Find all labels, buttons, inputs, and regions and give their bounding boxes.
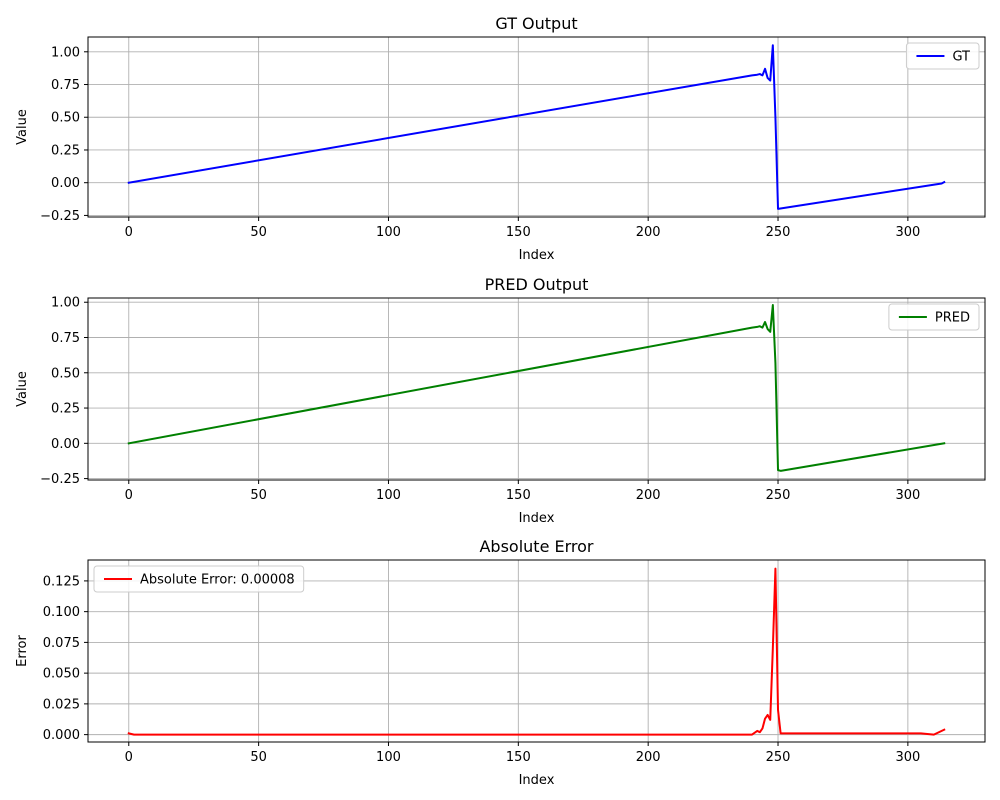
error-chart-title: Absolute Error: [479, 537, 593, 556]
error-ytick-label: 0.075: [43, 636, 80, 651]
error-ytick-label: 0.100: [43, 605, 80, 620]
gt-series-line: [127, 44, 946, 210]
pred-xtick-label: 250: [766, 488, 791, 503]
pred-ytick-label: 1.00: [51, 296, 80, 311]
gt-ytick-label: 0.75: [51, 78, 80, 93]
pred-y-axis-label: Value: [15, 371, 30, 407]
gt-xtick-label: 200: [636, 225, 661, 240]
error-x-axis-label: Index: [519, 773, 555, 788]
pred-xtick-label: 200: [636, 488, 661, 503]
gt-xtick-label: 150: [506, 225, 531, 240]
error-xtick-label: 150: [506, 750, 531, 765]
pred-ytick-label: 0.00: [51, 437, 80, 452]
gt-ytick-label: 0.25: [51, 143, 80, 158]
error-xtick-label: 300: [895, 750, 920, 765]
pred-series-line: [127, 304, 946, 472]
gt-xtick-label: 300: [895, 225, 920, 240]
error-ytick-label: 0.125: [43, 574, 80, 589]
pred-xtick-label: 300: [895, 488, 920, 503]
gt-xtick-label: 250: [766, 225, 791, 240]
pred-x-axis-label: Index: [519, 511, 555, 526]
gt-xtick-label: 100: [376, 225, 401, 240]
gt-chart-title: GT Output: [495, 14, 577, 33]
pred-legend: PRED: [888, 303, 980, 331]
error-plot-frame: [87, 559, 986, 743]
error-xtick-label: 100: [376, 750, 401, 765]
error-ytick-label: 0.025: [43, 697, 80, 712]
error-xtick-label: 200: [636, 750, 661, 765]
gt-ytick-label: 0.50: [51, 111, 80, 126]
error-y-axis-label: Error: [15, 635, 30, 667]
error-xtick-label: 250: [766, 750, 791, 765]
pred-legend-box: [888, 303, 980, 331]
gt-legend-label: GT: [952, 50, 970, 65]
gt-ytick-label: 0.00: [51, 176, 80, 191]
error-series-line: [127, 567, 946, 736]
error-xtick-label: 0: [125, 750, 133, 765]
gt-legend: GT: [905, 42, 980, 70]
gt-x-axis-label: Index: [519, 248, 555, 263]
pred-ytick-label: 0.25: [51, 402, 80, 417]
error-ytick-label: 0.000: [43, 728, 80, 743]
pred-xtick-label: 50: [250, 488, 267, 503]
pred-legend-label: PRED: [935, 311, 970, 326]
pred-ytick-label: 0.50: [51, 366, 80, 381]
error-legend-box: [93, 565, 305, 593]
gt-ytick-label: −0.25: [40, 209, 80, 224]
pred-ytick-label: −0.25: [40, 472, 80, 487]
pred-chart-title: PRED Output: [485, 275, 589, 294]
gt-ytick-label: 1.00: [51, 45, 80, 60]
error-ytick-label: 0.050: [43, 667, 80, 682]
error-legend-label: Absolute Error: 0.00008: [140, 573, 295, 588]
gt-plot-frame: [87, 36, 986, 218]
error-legend: Absolute Error: 0.00008: [93, 565, 305, 593]
gt-xtick-label: 0: [125, 225, 133, 240]
pred-ytick-label: 0.75: [51, 331, 80, 346]
pred-xtick-label: 100: [376, 488, 401, 503]
gt-xtick-label: 50: [250, 225, 267, 240]
gt-y-axis-label: Value: [15, 109, 30, 145]
pred-xtick-label: 150: [506, 488, 531, 503]
error-xtick-label: 50: [250, 750, 267, 765]
pred-xtick-label: 0: [125, 488, 133, 503]
pred-plot-frame: [87, 297, 986, 481]
